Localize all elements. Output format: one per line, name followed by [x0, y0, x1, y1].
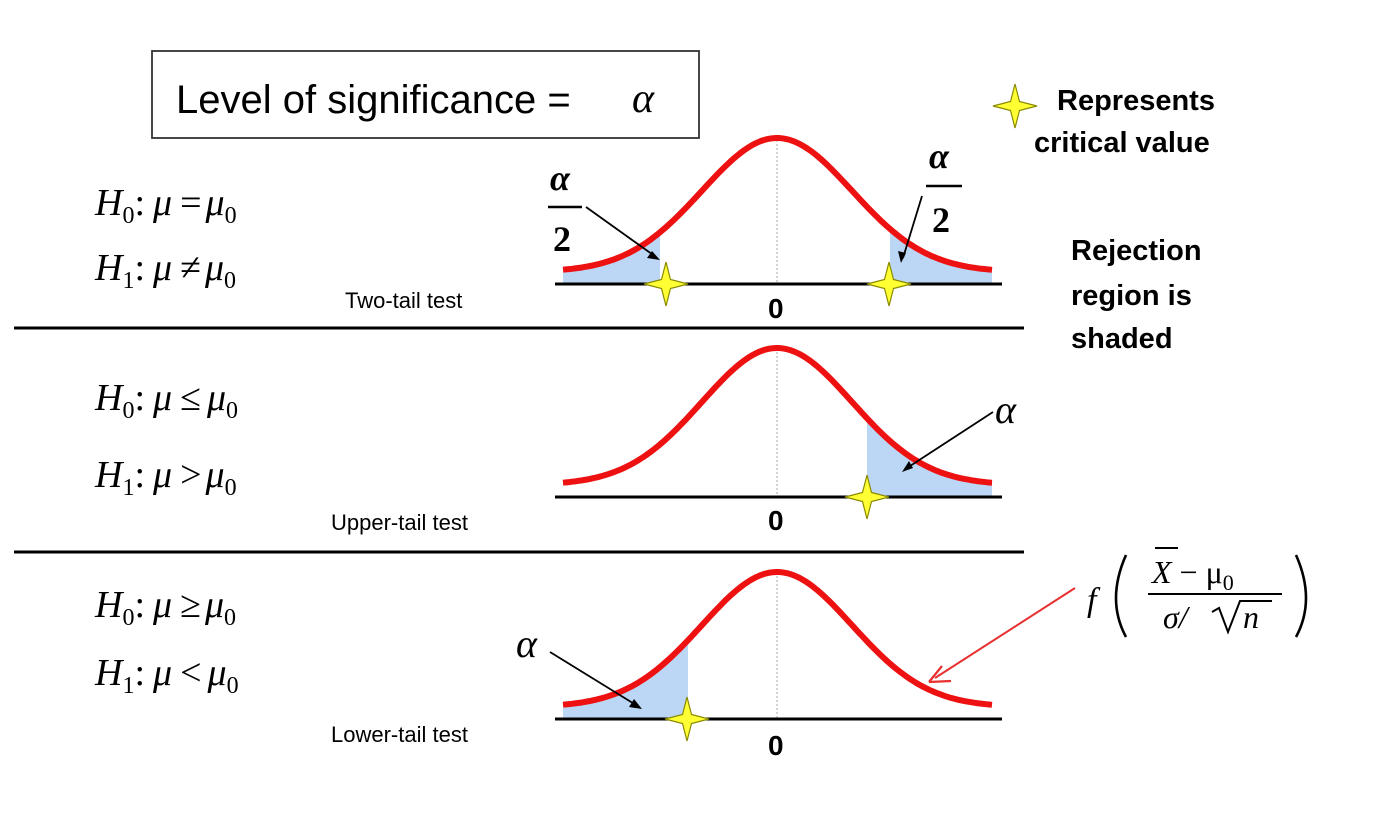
- normal-curve: [562, 345, 993, 486]
- test-label-two-tail: Two-tail test: [345, 288, 462, 313]
- alpha-half-label-left: α 2: [548, 158, 582, 259]
- legend-line-2: critical value: [1034, 127, 1210, 159]
- rejection-note: Rejection region is shaded: [1071, 235, 1202, 355]
- rejection-region-left: [563, 232, 660, 284]
- critical-value-star-right: [866, 261, 912, 307]
- alpha-label-lower: α: [516, 621, 538, 666]
- pointer-arrowhead-upper: [902, 461, 913, 472]
- test-label-upper-tail: Upper-tail test: [331, 510, 468, 535]
- center-zero-label: 0: [768, 730, 784, 761]
- rejection-note-line-3: shaded: [1071, 323, 1173, 355]
- formula-f: f: [1087, 582, 1101, 619]
- hypotheses-lower-tail: H0: μ ≥ μ0 H1: μ < μ0: [94, 584, 239, 699]
- pointer-arrow-right: [902, 195, 923, 259]
- formula-right-paren: [1294, 554, 1308, 638]
- rejection-note-line-2: region is: [1071, 280, 1192, 312]
- panel-upper-tail: H0: μ ≤ μ0 H1: μ > μ0 Upper-tail test 0 α: [94, 345, 1017, 536]
- alpha-half-label-right: α 2: [926, 136, 962, 240]
- hypotheses-two-tail: H0: μ = μ0 H1: μ ≠ μ0: [94, 182, 237, 294]
- pointer-arrowhead-left: [647, 251, 660, 260]
- center-zero-label: 0: [768, 505, 784, 536]
- panel-lower-tail: H0: μ ≥ μ0 H1: μ < μ0 Lower-tail test 0 α: [94, 569, 1076, 761]
- pointer-arrowhead-right: [898, 251, 906, 263]
- formula-denominator-n: n: [1243, 599, 1259, 635]
- normal-curve: [562, 569, 993, 708]
- svg-text:2: 2: [932, 200, 950, 240]
- formula-numerator: X − μ0: [1150, 554, 1234, 595]
- title-alpha-symbol: α: [632, 76, 655, 122]
- h0-statement: H0: μ = μ0: [94, 182, 237, 229]
- h0-statement: H0: μ ≥ μ0: [94, 584, 236, 631]
- normal-curve: [562, 135, 993, 273]
- pointer-arrow-lower: [549, 651, 637, 706]
- rejection-note-line-1: Rejection: [1071, 235, 1202, 267]
- formula-pointer-arrowhead: [928, 665, 952, 684]
- alpha-label-upper: α: [995, 387, 1017, 432]
- svg-text:α: α: [929, 136, 950, 176]
- title-box: Level of significance = α: [151, 50, 700, 139]
- test-statistic-formula: f X − μ0 σ/ n: [1087, 547, 1308, 638]
- formula-sqrt: [1211, 600, 1272, 635]
- critical-value-star: [844, 474, 890, 520]
- critical-value-star: [664, 696, 710, 742]
- formula-denominator: σ/: [1163, 599, 1191, 635]
- rejection-region-right: [890, 228, 992, 284]
- star-icon: [992, 83, 1038, 129]
- pointer-arrow-upper: [906, 411, 994, 469]
- pointer-arrow-left: [585, 206, 657, 258]
- critical-value-legend: Represents critical value: [992, 83, 1215, 159]
- formula-left-paren: [1114, 554, 1128, 638]
- svg-text:2: 2: [553, 219, 571, 259]
- h1-statement: H1: μ > μ0: [94, 454, 237, 501]
- rejection-region-upper: [867, 418, 992, 497]
- h1-statement: H1: μ < μ0: [94, 652, 239, 699]
- panel-two-tail: H0: μ = μ0 H1: μ ≠ μ0 Two-tail test 0 α 2 α 2: [94, 135, 1002, 324]
- rejection-region-lower: [563, 640, 688, 719]
- center-zero-label: 0: [768, 293, 784, 324]
- legend-line-1: Represents: [1057, 85, 1215, 117]
- critical-value-star-left: [643, 261, 689, 307]
- formula-pointer-arrow: [934, 587, 1076, 679]
- h1-statement: H1: μ ≠ μ0: [94, 247, 236, 294]
- title-box-frame: [151, 50, 700, 139]
- svg-text:α: α: [550, 158, 571, 198]
- title-text: Level of significance =: [176, 78, 582, 122]
- pointer-arrowhead-lower: [629, 699, 642, 709]
- hypotheses-upper-tail: H0: μ ≤ μ0 H1: μ > μ0: [94, 377, 238, 501]
- test-label-lower-tail: Lower-tail test: [331, 722, 468, 747]
- h0-statement: H0: μ ≤ μ0: [94, 377, 238, 424]
